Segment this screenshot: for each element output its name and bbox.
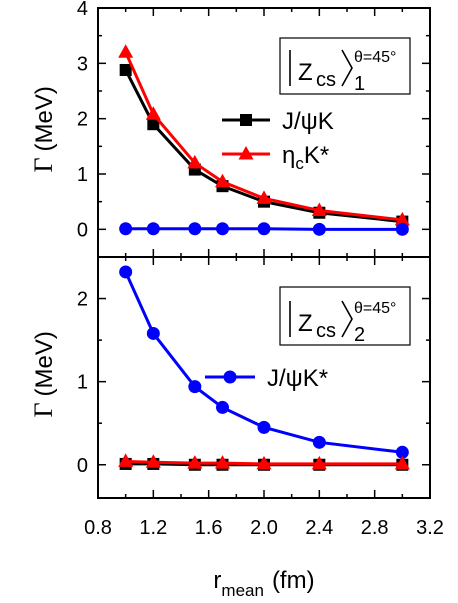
data-point-bottom-0	[146, 326, 160, 340]
ket-angle-bottom	[341, 300, 353, 338]
legend-label-top-1: ηcK*	[282, 142, 329, 173]
state-index-bottom: 2	[354, 324, 365, 346]
x-axis: 0.8 1.2 1.6 2.0 2.4 2.8 3.2 rmean (fm)	[84, 517, 444, 600]
data-point-bottom-2	[215, 455, 230, 469]
y-tick-label-top: 3	[77, 53, 88, 75]
data-point-bottom-2	[145, 454, 161, 468]
panel-top: 0 1 2 3 4 Γ (MeV) Z cs 1 θ=45° J/ψK ηcK*	[29, 0, 431, 258]
y-axis-symbol: Γ	[29, 402, 58, 417]
y-axis-label-bottom: Γ (MeV)	[29, 331, 58, 417]
x-tick-label: 2.4	[305, 517, 333, 539]
x-tick-label: 2.8	[361, 517, 389, 539]
state-index-top: 1	[354, 73, 365, 95]
data-point-top-2	[119, 222, 133, 236]
y-tick-label-top: 2	[77, 109, 88, 131]
y-axis-unit: (MeV)	[31, 86, 58, 151]
x-tick-label: 1.2	[139, 517, 167, 539]
data-point-top-1	[187, 154, 203, 169]
panel-label-box-top	[279, 37, 411, 95]
data-point-top-1	[394, 211, 410, 226]
state-label-bottom: Z	[298, 310, 313, 337]
state-sub-bottom: cs	[316, 320, 336, 342]
angle-label-bottom: θ=45°	[354, 300, 396, 317]
data-point-top-1	[145, 106, 161, 120]
data-point-top-0	[147, 118, 160, 131]
legend-label-top-0: J/ψK	[282, 108, 334, 135]
ket-angle-top	[341, 49, 353, 87]
data-point-top-2	[146, 222, 160, 236]
data-point-bottom-0	[312, 435, 326, 449]
y-axis-unit: (MeV)	[31, 331, 58, 396]
data-point-bottom-2	[311, 455, 327, 470]
panel-bottom: 0 1 2 Γ (MeV) Z cs 2 θ=45° J/ψK*	[29, 256, 431, 499]
state-sub-top: cs	[316, 69, 336, 91]
data-point-bottom-0	[188, 380, 202, 394]
data-point-bottom-0	[216, 400, 229, 414]
data-point-top-2	[257, 222, 271, 236]
data-point-bottom-0	[257, 420, 271, 434]
state-label-top: Z	[298, 59, 313, 86]
data-point-top-2	[395, 222, 409, 236]
data-point-top-1	[256, 190, 272, 204]
legend-marker-bottom-0	[223, 370, 237, 384]
y-tick-label-bottom: 2	[77, 289, 88, 311]
data-point-top-2	[188, 222, 202, 236]
data-point-top-0	[119, 63, 132, 76]
y-axis-label-top: Γ (MeV)	[29, 86, 58, 172]
y-tick-label-top: 4	[77, 0, 88, 20]
data-point-bottom-2	[394, 455, 410, 470]
data-point-top-1	[311, 202, 327, 217]
data-point-top-2	[216, 222, 229, 236]
data-point-top-1	[118, 44, 134, 58]
y-axis-symbol: Γ	[29, 157, 58, 172]
y-tick-label-top: 1	[77, 164, 88, 186]
angle-label-top: θ=45°	[354, 49, 396, 66]
x-tick-label: 2.0	[250, 517, 278, 539]
x-tick-label: 3.2	[416, 517, 444, 539]
x-tick-label: 0.8	[84, 517, 112, 539]
y-tick-label-bottom: 0	[77, 455, 88, 477]
legend-marker-top-0	[240, 114, 252, 126]
data-point-top-1	[215, 173, 230, 188]
y-tick-label-top: 0	[77, 219, 88, 241]
data-point-top-2	[312, 222, 326, 236]
x-axis-label: rmean (fm)	[213, 567, 314, 600]
panel-label-box-bottom	[279, 286, 411, 346]
x-tick-label: 1.6	[195, 517, 223, 539]
data-point-bottom-0	[119, 265, 133, 279]
data-point-bottom-2	[187, 455, 203, 469]
legend-marker-top-1	[238, 146, 254, 160]
legend-label-bottom-0: J/ψK*	[267, 365, 328, 392]
data-point-bottom-2	[118, 453, 134, 467]
y-tick-label-bottom: 1	[77, 372, 88, 394]
data-point-bottom-2	[256, 455, 272, 470]
data-point-bottom-0	[395, 445, 409, 459]
